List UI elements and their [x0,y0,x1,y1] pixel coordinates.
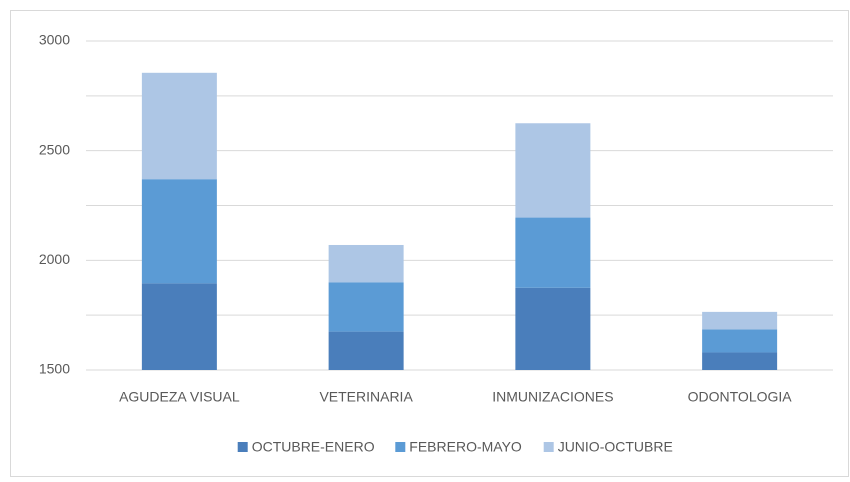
bar-segment [515,123,591,218]
x-tick-label: AGUDEZA VISUAL [119,389,240,405]
legend-swatch [543,442,554,452]
y-tick-label: 1500 [39,361,70,377]
bar-segment [515,217,591,288]
bar-segment [702,352,778,370]
bar-segment [328,244,404,283]
bar-segment [515,287,591,370]
legend-label: JUNIO-OCTUBRE [558,439,673,455]
x-tick-label: INMUNIZACIONES [492,389,613,405]
x-tick-label: ODONTOLOGIA [688,389,793,405]
bar-segment [141,72,217,180]
bar-segment [702,329,778,353]
bar-segment [702,311,778,330]
bar-segment [141,179,217,284]
chart-frame [10,10,849,477]
bar-segment [141,283,217,370]
legend-label: FEBRERO-MAYO [409,439,522,455]
legend-label: OCTUBRE-ENERO [252,439,375,455]
bar-segment [328,331,404,370]
bar-segment [328,282,404,332]
x-tick-label: VETERINARIA [319,389,413,405]
y-tick-label: 3000 [39,32,70,48]
y-tick-label: 2000 [39,251,70,267]
legend-swatch [395,442,406,452]
legend-swatch [237,442,248,452]
y-tick-label: 2500 [39,141,70,157]
